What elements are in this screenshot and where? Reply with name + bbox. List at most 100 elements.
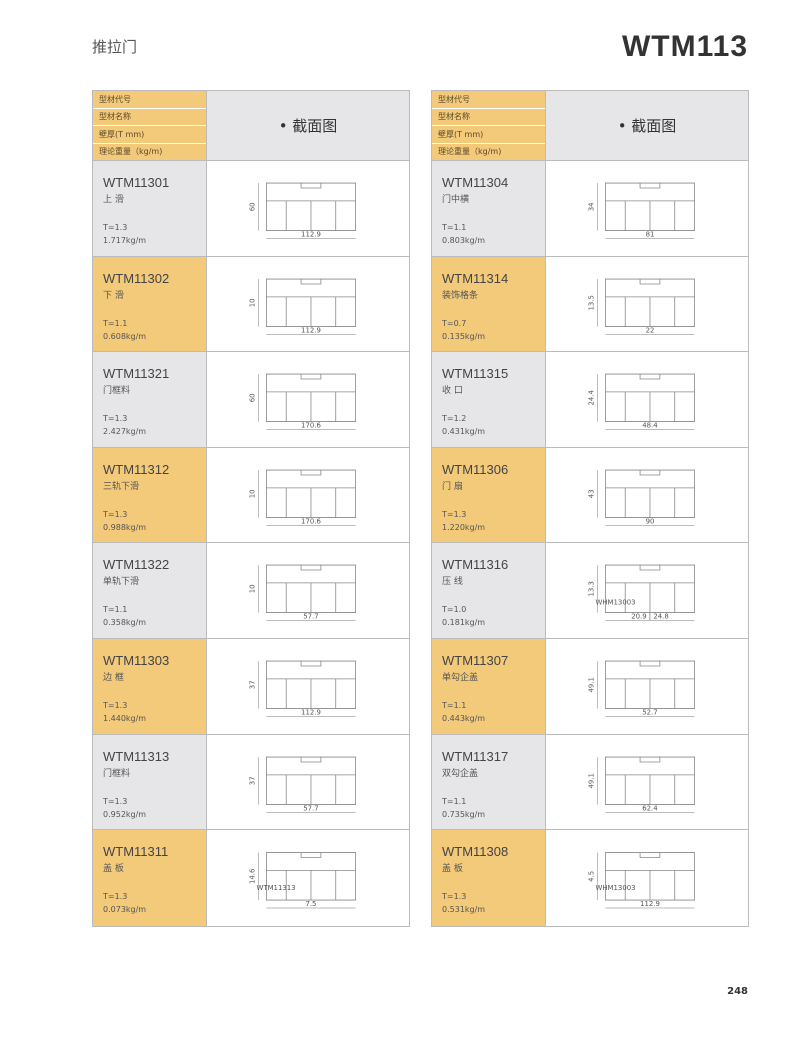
dimension-lines (258, 469, 356, 526)
wall-thickness: T=1.3 (103, 892, 128, 902)
cross-section-drawing: 112.9 10 (207, 257, 409, 352)
wall-thickness: T=1.0 (442, 605, 467, 615)
profile-info: WTM11313 门框料 T=1.3 0.952kg/m (93, 734, 207, 830)
profile-code: WTM11304 (442, 175, 509, 190)
profile-code: WTM11317 (442, 748, 509, 764)
profile-info: WTM11316 压 线 T=1.0 0.181kg/m (432, 543, 546, 638)
weight: 1.440kg/m (103, 713, 147, 723)
profile-info: WTM11321 门框料 T=1.3 2.427kg/m (93, 352, 207, 447)
profile-outline (605, 660, 695, 709)
profile-outline (266, 756, 356, 805)
header-label: 型材代号 (432, 91, 545, 109)
table-row: WTM11314 装饰格条 T=0.7 0.135kg/m 22 13.5 (432, 256, 748, 353)
cross-section-drawing: 20.9 | 24.8 13.3 WHM13003 (546, 543, 748, 638)
weight: 0.952kg/m (103, 809, 147, 819)
profile-name: 三轨下滑 (103, 481, 140, 492)
wall-thickness: T=1.3 (442, 509, 467, 519)
dimension-lines (597, 756, 695, 813)
cross-section-drawing: 7.5 14.6 WTM11313 (207, 830, 409, 926)
profile-info: WTM11315 收 口 T=1.2 0.431kg/m (432, 352, 546, 447)
cross-section-drawing: 170.6 60 (207, 352, 409, 447)
weight: 0.531kg/m (442, 905, 486, 915)
profile-info: WTM11301 上 滑 T=1.3 1.717kg/m (93, 161, 207, 256)
profile-info: WTM11317 双勾企盖 T=1.1 0.735kg/m (432, 734, 546, 830)
profile-name: 门 扇 (442, 481, 463, 492)
height-dimension: 10 (249, 298, 257, 307)
cross-section-drawing: 90 43 (546, 448, 748, 543)
profile-info: WTM11312 三轨下滑 T=1.3 0.988kg/m (93, 447, 207, 543)
profile-svg: 112.9 60 (249, 182, 356, 239)
width-dimension: 22 (646, 326, 655, 334)
weight: 0.608kg/m (103, 331, 147, 341)
weight: 2.427kg/m (103, 427, 147, 437)
page-number: 248 (727, 986, 748, 997)
profile-name: 盖 板 (103, 864, 124, 875)
header-label: 壁厚(T mm) (93, 126, 206, 144)
height-dimension: 37 (249, 680, 257, 689)
width-dimension: 90 (646, 517, 655, 525)
dimension-lines (597, 852, 695, 909)
height-dimension: 10 (249, 489, 257, 498)
profile-outline (605, 756, 695, 805)
ref-label: WHM13003 (596, 884, 636, 892)
profile-code: WTM11313 (103, 748, 170, 764)
cross-section-drawing: 48.4 24.4 (546, 352, 748, 447)
table-row: WTM11313 门框料 T=1.3 0.952kg/m 57.7 37 (93, 734, 409, 831)
profile-table-left: 型材代号 型材名称 壁厚(T mm) 理论重量（kg/m) • 截面图 WTM11301… (92, 90, 410, 927)
profile-info: WTM11311 盖 板 T=1.3 0.073kg/m (93, 830, 207, 926)
profile-name: 门中横 (442, 195, 470, 205)
cross-section-drawing: 170.6 10 (207, 448, 409, 543)
weight: 0.135kg/m (442, 331, 486, 341)
height-dimension: 10 (249, 585, 257, 594)
profile-code: WTM11303 (103, 652, 170, 668)
table-row: WTM11301 上 滑 T=1.3 1.717kg/m 112.9 60 (93, 161, 409, 257)
section-header: • 截面图 (546, 91, 748, 160)
cross-section-drawing: 112.9 4.5 WHM13003 (546, 830, 748, 926)
header-label: 型材名称 (93, 109, 206, 126)
profile-info: WTM11306 门 扇 T=1.3 1.220kg/m (432, 447, 546, 543)
profile-code: WTM11314 (442, 270, 509, 286)
table-row: WTM11304 门中横 T=1.1 0.803kg/m 81 34 (432, 161, 748, 257)
cross-section-drawing: 57.7 10 (207, 543, 409, 638)
profile-name: 边 框 (103, 672, 124, 683)
profile-svg: 20.9 | 24.8 13.3 WHM13003 (588, 565, 695, 622)
profile-outline (605, 373, 695, 423)
table-row: WTM11321 门框料 T=1.3 2.427kg/m 170.6 60 (93, 352, 409, 448)
profile-info: WTM11322 单轨下滑 T=1.1 0.358kg/m (93, 543, 207, 638)
profile-outline (266, 373, 356, 423)
width-dimension: 112.9 (301, 708, 321, 716)
profile-name: 门框料 (103, 768, 131, 779)
height-dimension: 14.6 (249, 869, 257, 884)
profile-name: 门框料 (103, 386, 131, 397)
profile-info: WTM11303 边 框 T=1.3 1.440kg/m (93, 638, 207, 734)
width-dimension: 57.7 (303, 804, 318, 812)
wall-thickness: T=1.3 (103, 700, 128, 710)
profile-outline (605, 852, 695, 901)
profile-outline (266, 469, 356, 518)
dimension-lines (597, 374, 695, 430)
width-dimension: 170.6 (301, 422, 321, 430)
weight: 0.735kg/m (442, 809, 486, 819)
weight: 0.988kg/m (103, 522, 147, 532)
height-dimension: 37 (249, 776, 257, 785)
profile-svg: 57.7 37 (249, 756, 356, 813)
profile-code: WTM11306 (442, 461, 509, 477)
profile-code: WTM11311 (103, 844, 169, 860)
profile-svg: 57.7 10 (249, 565, 356, 622)
weight: 0.073kg/m (103, 905, 147, 915)
width-dimension: 62.4 (642, 804, 658, 812)
profile-code: WTM11312 (103, 461, 170, 477)
wall-thickness: T=1.3 (103, 796, 128, 806)
profile-name: 收 口 (442, 386, 463, 397)
cross-section-drawing: 62.4 49.1 (546, 735, 748, 830)
cross-section-drawing: 81 34 (546, 161, 748, 256)
table-header: 型材代号 型材名称 壁厚(T mm) 理论重量（kg/m) • 截面图 (432, 91, 748, 161)
height-dimension: 49.1 (588, 773, 596, 788)
profile-info: WTM11304 门中横 T=1.1 0.803kg/m (432, 161, 546, 256)
table-row: WTM11307 单勾企盖 T=1.1 0.443kg/m 52.7 49.1 (432, 638, 748, 735)
wall-thickness: T=1.3 (442, 892, 467, 902)
profile-name: 装饰格条 (442, 290, 479, 301)
profile-name: 单轨下滑 (103, 577, 140, 588)
table-row: WTM11308 盖 板 T=1.3 0.531kg/m 112.9 4.5 W… (432, 830, 748, 926)
dimension-lines (597, 278, 695, 335)
